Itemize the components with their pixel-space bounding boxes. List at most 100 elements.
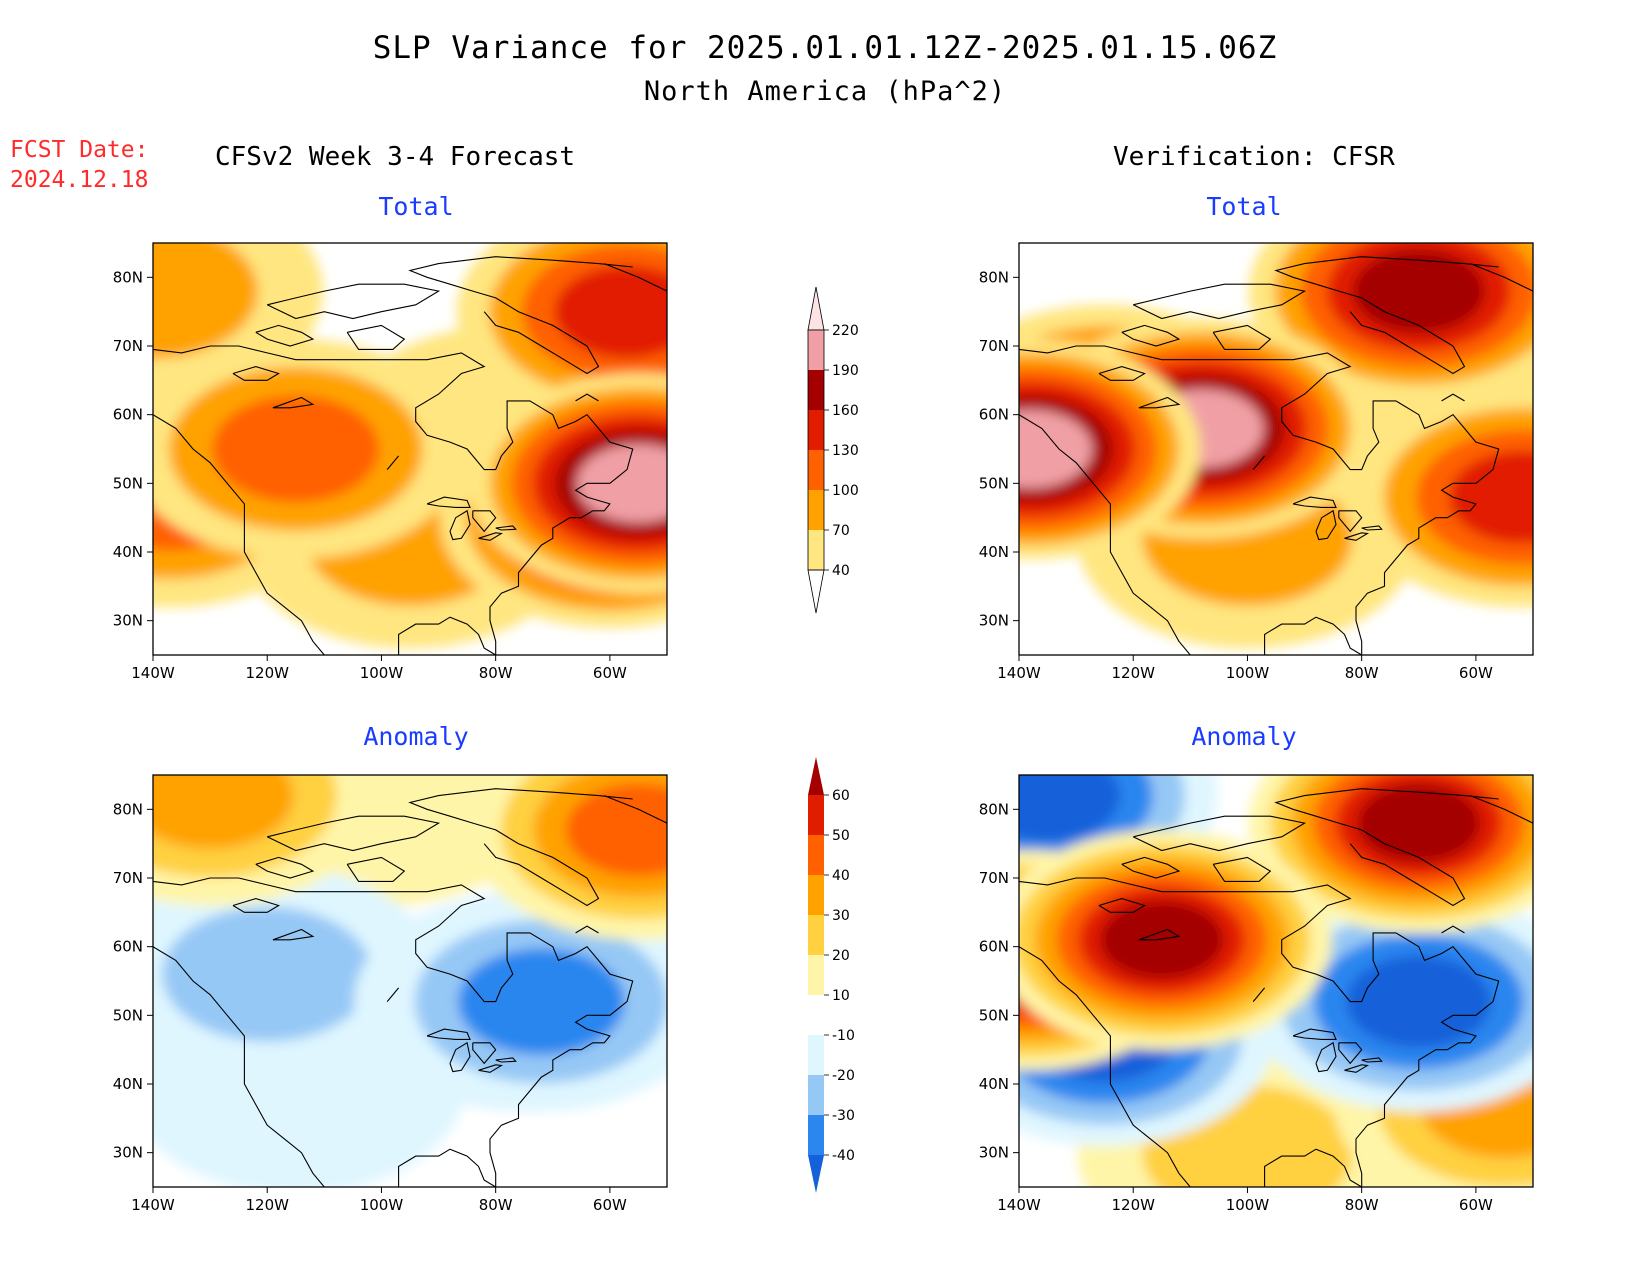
anomaly-colorbar-label: -20 [832,1068,855,1084]
lat-tick-label: 30N [979,612,1009,630]
coastline-11 [1361,1057,1383,1063]
lat-tick-label: 80N [113,268,143,286]
coastline-6 [346,324,406,350]
anomaly-colorbar-label: 20 [832,948,850,964]
coastline-2 [153,877,634,1187]
lon-tick-label: 80W [479,1196,513,1214]
contour-level-3-1 [153,243,258,359]
coastline-16 [1441,925,1465,934]
coastline-1 [398,1148,496,1187]
contour-level-6-2 [458,948,625,1055]
contour-level-4-2 [153,775,294,849]
lon-tick-label: 140W [997,1196,1041,1214]
coastline-0 [1019,946,1191,1187]
anomaly-colorbar-label: 60 [832,788,850,804]
coastline-13 [232,898,280,913]
coastline-4 [1132,815,1307,852]
coastline-9 [472,1042,497,1065]
total-colorbar-swatch [808,410,824,450]
lat-tick-label: 40N [113,1075,143,1093]
contour-level-8-5 [576,444,667,523]
forecast-column-title: CFSv2 Week 3-4 Forecast [215,142,576,172]
lon-tick-label: 140W [131,664,175,682]
coastline-9 [1338,1042,1363,1065]
map-frame [1018,242,1534,656]
coastline-7 [449,509,471,541]
anomaly-colorbar-swatch [808,915,824,955]
coastline-5 [1121,856,1181,879]
contour-level-7-5 [1100,900,1224,979]
coastline-1 [1264,616,1362,655]
lon-tick-label: 60W [1459,664,1493,682]
lon-tick-label: 120W [1111,664,1155,682]
lat-tick-label: 40N [113,543,143,561]
anomaly-colorbar-swatch [808,955,824,995]
coastline-13 [232,366,280,381]
total-colorbar-label: 40 [832,563,850,579]
lat-tick-label: 80N [113,800,143,818]
coastline-5 [255,856,315,879]
map-frame [152,242,668,656]
contour-level-6-5 [1357,783,1481,863]
lat-tick-label: 50N [113,474,143,492]
anomaly-colorbar-label: 10 [832,988,850,1004]
main-title: SLP Variance for 2025.01.01.12Z-2025.01.… [372,30,1278,66]
coastline-11 [1361,525,1383,531]
contour-level-4-3 [1346,955,1492,1048]
lon-tick-label: 100W [1226,1196,1270,1214]
coastline-12 [1138,396,1181,409]
lat-tick-label: 60N [979,938,1009,956]
lon-tick-label: 120W [245,664,289,682]
lat-tick-label: 60N [113,406,143,424]
coastline-13 [1098,898,1146,913]
coastline-0 [1019,414,1191,655]
coastline-16 [575,925,599,934]
coastline-15 [1469,795,1533,824]
anomaly-colorbar-swatch [808,795,824,835]
anomaly-colorbar-label: 40 [832,868,850,884]
lat-tick-label: 80N [979,800,1009,818]
coastline-14 [386,987,400,1002]
coastline-15 [603,795,667,824]
coastline-2 [1019,877,1500,1187]
total-colorbar-label: 190 [832,363,859,379]
lat-tick-label: 70N [113,337,143,355]
lon-tick-label: 80W [1345,1196,1379,1214]
total-colorbar-label: 220 [832,323,859,339]
lon-tick-label: 60W [1459,1196,1493,1214]
forecast-total-map: 80N 70N 60N 50N 40N 30N 140W 120W 100W 80W 60W [113,242,668,682]
coastline-5 [1121,324,1181,347]
anomaly-colorbar-label: -10 [832,1028,855,1044]
lat-tick-label: 70N [113,869,143,887]
lat-tick-label: 50N [979,1006,1009,1024]
lon-tick-label: 80W [1345,664,1379,682]
coastline-15 [1469,263,1533,292]
lat-tick-label: 70N [979,337,1009,355]
coastline-1 [398,616,496,655]
lat-tick-label: 40N [979,1075,1009,1093]
lon-tick-label: 140W [131,1196,175,1214]
coastline-7 [449,1041,471,1073]
coastline-11 [495,525,517,531]
main-subtitle: North America (hPa^2) [643,76,1007,107]
coastline-8 [426,496,471,508]
coastline-14 [1252,455,1266,470]
coastline-16 [575,393,599,402]
panel-title-verification-total: Total [1206,192,1282,221]
coastline-10 [1344,532,1370,541]
anomaly-colorbar-swatch [808,835,824,875]
coastline-7 [1315,509,1337,541]
total-colorbar-top-arrow [807,286,825,331]
lat-tick-label: 30N [979,1144,1009,1162]
contour-level-7-5 [1019,409,1093,489]
anomaly-colorbar-swatch [808,1075,824,1115]
total-colorbar-label: 100 [832,483,859,499]
lat-tick-label: 70N [979,869,1009,887]
panel-title-verification-anomaly: Anomaly [1191,722,1297,751]
contour-level-6-3 [554,265,667,358]
total-colorbar-swatch [808,370,824,410]
lon-tick-label: 100W [360,664,404,682]
coastline-8 [426,1028,471,1040]
verification-anomaly-map: 80N 70N 60N 50N 40N 30N 140W 120W 100W 80W 60W [979,774,1534,1214]
lon-tick-label: 80W [479,664,513,682]
